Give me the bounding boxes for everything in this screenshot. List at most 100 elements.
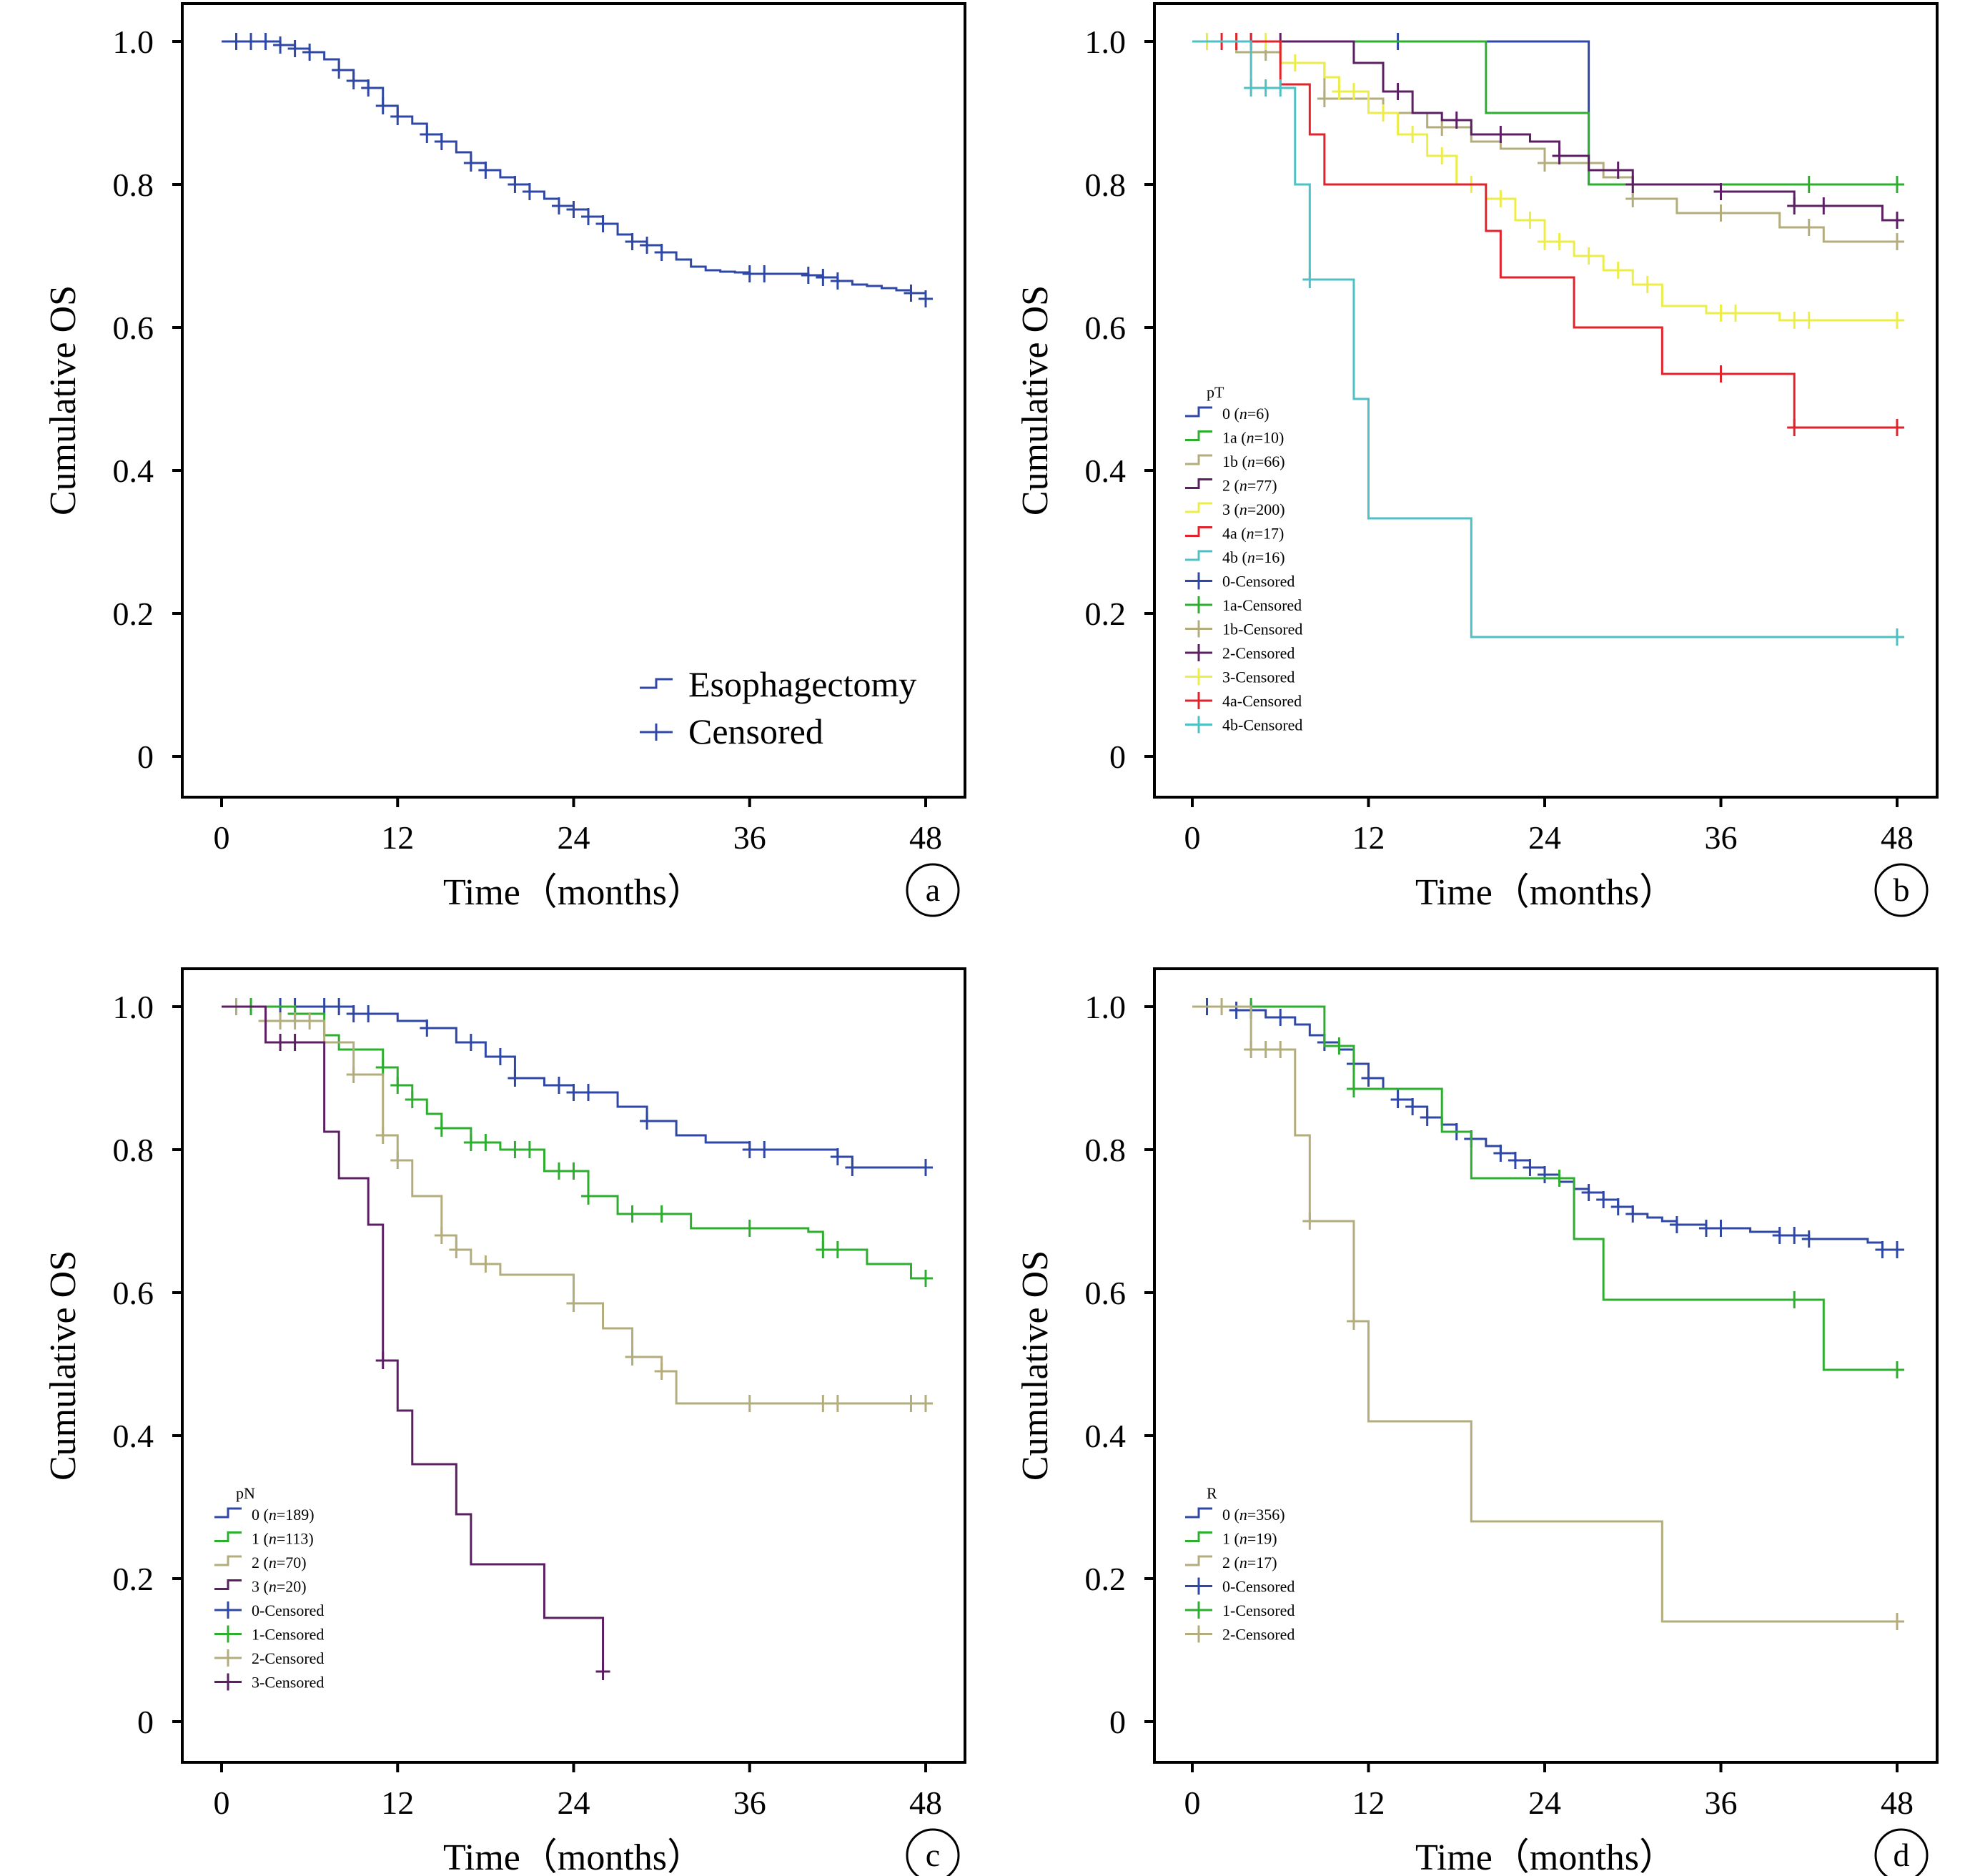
legend-label-text: 1 ( xyxy=(252,1530,269,1548)
legend-label: 3 (n=200) xyxy=(1222,500,1285,518)
legend-label-text: Censored xyxy=(688,711,823,751)
legend-label-text: 0-Censored xyxy=(1222,1578,1295,1596)
x-tick-label: 0 xyxy=(214,819,230,856)
y-tick-label: 0 xyxy=(137,1704,154,1740)
legend-label: 3-Censored xyxy=(1222,668,1295,686)
y-axis-title: Cumulative OS xyxy=(43,285,84,515)
panel-b: 0 0.2 0.4 0.6 0.8 1.0 0 12 24 36 48 Time（months） Cum… xyxy=(1015,2,1939,917)
panel-tag: a xyxy=(926,872,940,908)
legend-label-text: 4a-Censored xyxy=(1222,692,1302,710)
legend-label: 1b (n=66) xyxy=(1222,453,1285,470)
legend-label-count: =6) xyxy=(1247,405,1269,423)
legend-label: 0-Censored xyxy=(1222,573,1295,591)
x-axis-title: Time（months） xyxy=(1415,1837,1676,1876)
legend-step-swatch xyxy=(1185,550,1212,561)
legend-label: 4a-Censored xyxy=(1222,692,1302,710)
legend-label-n: n xyxy=(269,1530,277,1548)
legend-label: 0-Censored xyxy=(252,1601,324,1619)
legend-label: 2-Censored xyxy=(252,1649,324,1667)
series-0 xyxy=(1192,998,1904,1258)
y-axis-title: Cumulative OS xyxy=(1015,285,1056,515)
legend-label-n: n xyxy=(1247,453,1255,470)
legend-label: 1-Censored xyxy=(1222,1601,1295,1619)
legend-label: 1b-Censored xyxy=(1222,621,1302,638)
panel-c: 0 0.2 0.4 0.6 0.8 1.0 0 12 24 36 48 Time（months） Cum… xyxy=(43,967,966,1876)
x-tick-label: 48 xyxy=(909,819,942,856)
legend: pN0 (n=189)1 (n=113)2 (n=70)3 (n=20)0-Ce… xyxy=(214,1484,324,1692)
legend-label-text: 1a ( xyxy=(1222,429,1247,447)
legend-label: 1a (n=10) xyxy=(1222,429,1284,447)
x-axis-title: Time（months） xyxy=(443,872,704,913)
legend-step-swatch xyxy=(1185,526,1212,537)
y-tick-label: 0.6 xyxy=(113,310,154,346)
legend-label: Censored xyxy=(688,711,823,751)
y-tick-label: 0.4 xyxy=(1085,453,1127,489)
x-tick-label: 36 xyxy=(1705,1784,1738,1821)
legend-label-text: 2-Censored xyxy=(1222,1626,1295,1644)
y-tick-label: 1.0 xyxy=(113,24,154,60)
km-curve-4b xyxy=(1192,40,1897,638)
legend-label-text: 3 ( xyxy=(1222,500,1239,518)
legend-label-text: 2-Censored xyxy=(1222,644,1295,662)
legend-label-text: 3 ( xyxy=(252,1578,269,1596)
legend-label-text: 0 ( xyxy=(252,1506,269,1524)
legend-label: 1 (n=113) xyxy=(252,1530,314,1548)
legend-label: 2 (n=17) xyxy=(1222,1554,1277,1571)
legend-label-count: =77) xyxy=(1247,477,1277,495)
plot-frame xyxy=(1153,967,1939,1764)
y-tick-label: 0.2 xyxy=(113,596,154,632)
series-1 xyxy=(1192,998,1904,1378)
x-tick-label: 36 xyxy=(733,1784,766,1821)
legend-label-text: 2-Censored xyxy=(252,1649,324,1667)
legend-label-n: n xyxy=(1247,525,1254,543)
legend-label-n: n xyxy=(1239,1554,1247,1571)
legend-label-text: Esophagectomy xyxy=(688,664,916,704)
series-3 xyxy=(222,1005,610,1680)
panel-tag-circle xyxy=(906,1828,960,1876)
y-tick-label: 1.0 xyxy=(1085,989,1127,1025)
x-tick-label: 36 xyxy=(1705,819,1738,856)
legend-label: 4b (n=16) xyxy=(1222,548,1285,566)
legend-step-swatch xyxy=(1185,502,1212,513)
x-tick-label: 0 xyxy=(1184,819,1201,856)
legend-label-text: 2 ( xyxy=(252,1554,269,1571)
legend-label-text: 2 ( xyxy=(1222,1554,1239,1571)
y-tick-label: 0.2 xyxy=(1085,596,1127,632)
y-tick-label: 0.6 xyxy=(113,1275,154,1311)
legend-label-count: =16) xyxy=(1255,548,1285,566)
y-axis-title: Cumulative OS xyxy=(1015,1250,1056,1481)
legend-label-text: 0 ( xyxy=(1222,405,1239,423)
x-axis-title: Time（months） xyxy=(1415,872,1676,913)
legend-label-text: 1a-Censored xyxy=(1222,596,1302,614)
y-tick-label: 0.4 xyxy=(113,453,154,489)
x-tick-label: 48 xyxy=(1881,1784,1914,1821)
legend-label-text: 4b ( xyxy=(1222,548,1247,566)
km-curve-2 xyxy=(222,1005,926,1405)
km-curve-2 xyxy=(1192,1005,1897,1623)
legend-step-swatch xyxy=(1185,1507,1212,1519)
panel-d: 0 0.2 0.4 0.6 0.8 1.0 0 12 24 36 48 Time（months） Cum… xyxy=(1015,967,1939,1876)
legend-label-count: =356) xyxy=(1247,1506,1285,1524)
x-tick-label: 12 xyxy=(381,1784,414,1821)
legend-label-text: 0-Censored xyxy=(1222,573,1295,591)
legend-label: 1a-Censored xyxy=(1222,596,1302,614)
legend: R0 (n=356)1 (n=19)2 (n=17)0-Censored1-Ce… xyxy=(1185,1484,1295,1644)
panel-tag-circle xyxy=(906,863,960,917)
legend-label-text: 1 ( xyxy=(1222,1530,1239,1548)
legend-label: 4b-Censored xyxy=(1222,716,1302,734)
x-tick-label: 12 xyxy=(1352,1784,1385,1821)
legend-label: 2 (n=77) xyxy=(1222,477,1277,495)
legend-label: 0 (n=189) xyxy=(252,1506,315,1524)
legend-label: 0 (n=356) xyxy=(1222,1506,1285,1524)
legend-label-count: =66) xyxy=(1255,453,1285,470)
legend-label-count: =70) xyxy=(277,1554,307,1571)
y-tick-label: 0.8 xyxy=(1085,1132,1127,1168)
legend-label-n: n xyxy=(269,1506,277,1524)
legend-step-swatch xyxy=(214,1555,242,1566)
x-tick-label: 36 xyxy=(733,819,766,856)
legend-label-text: 1-Censored xyxy=(1222,1601,1295,1619)
x-tick-label: 48 xyxy=(909,1784,942,1821)
legend-label-text: 3-Censored xyxy=(1222,668,1295,686)
legend-label-count: =20) xyxy=(277,1578,307,1596)
